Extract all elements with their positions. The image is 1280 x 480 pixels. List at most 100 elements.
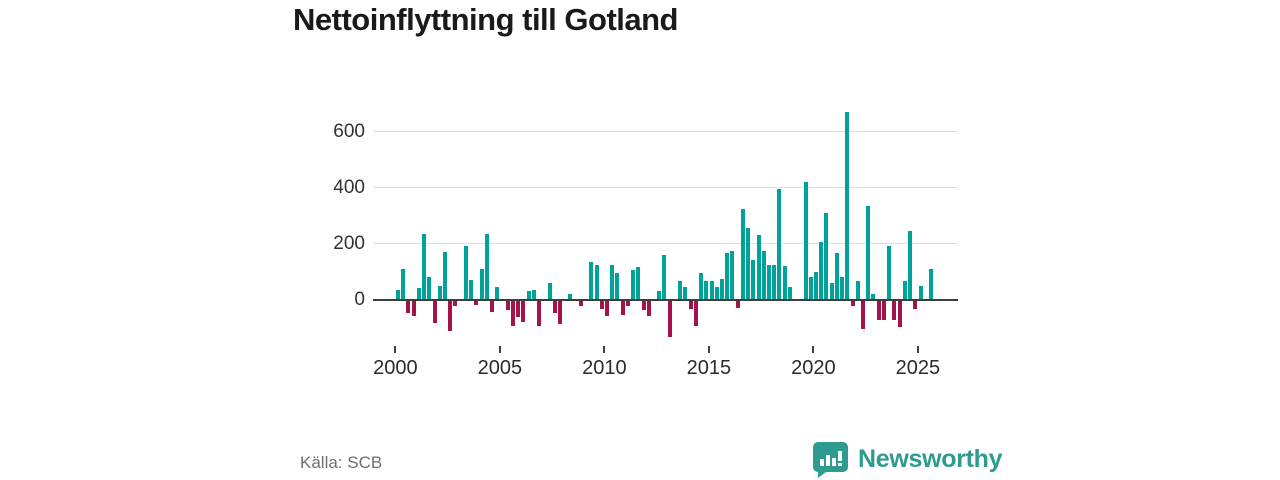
bar xyxy=(678,281,683,300)
bar xyxy=(396,289,400,300)
bar xyxy=(463,246,468,300)
bar xyxy=(840,277,845,300)
bar xyxy=(725,253,730,300)
bar xyxy=(819,242,824,300)
bar xyxy=(829,282,834,300)
bar xyxy=(892,300,897,321)
bar xyxy=(756,235,761,300)
gridline xyxy=(373,243,958,244)
bar xyxy=(918,285,923,300)
bar xyxy=(834,253,839,300)
x-tick-mark xyxy=(812,346,815,353)
source-label: Källa: SCB xyxy=(300,453,383,472)
bar xyxy=(636,267,641,300)
bar xyxy=(505,300,510,311)
x-tick-mark xyxy=(707,346,710,353)
bar xyxy=(746,228,751,300)
bar xyxy=(761,250,766,300)
chart-title: Nettoinflyttning till Gotland xyxy=(293,2,679,37)
bar xyxy=(881,300,886,321)
bar xyxy=(928,268,933,300)
bar xyxy=(887,246,892,300)
bar xyxy=(693,300,698,326)
bar xyxy=(610,264,615,300)
bar xyxy=(808,277,813,300)
y-axis-label: 200 xyxy=(333,232,365,254)
bar xyxy=(448,300,453,332)
bar xyxy=(490,300,495,312)
bar xyxy=(688,300,693,309)
bar xyxy=(427,277,432,300)
bar xyxy=(824,212,829,300)
bar xyxy=(406,300,411,314)
bar xyxy=(453,300,458,307)
bar xyxy=(432,300,437,323)
bar xyxy=(787,286,792,300)
bar xyxy=(422,233,427,300)
bar xyxy=(850,300,855,307)
bar xyxy=(699,272,704,300)
bar xyxy=(803,181,808,300)
bar xyxy=(709,281,714,300)
bar xyxy=(740,208,745,300)
bar xyxy=(594,264,599,300)
bar xyxy=(531,289,536,300)
bar xyxy=(719,278,724,300)
x-tick-mark xyxy=(498,346,501,353)
bar xyxy=(416,288,421,300)
gridline xyxy=(373,131,958,132)
newsworthy-logo: Newsworthy xyxy=(812,441,1003,478)
bar xyxy=(589,261,594,300)
bar xyxy=(578,300,583,307)
bar xyxy=(866,205,871,300)
bar xyxy=(735,300,740,308)
y-axis-label: 400 xyxy=(333,176,365,198)
bar xyxy=(547,282,552,300)
bar xyxy=(479,268,484,300)
bar xyxy=(641,300,646,311)
zero-axis-line xyxy=(373,298,958,301)
bar xyxy=(667,300,672,337)
bar xyxy=(714,286,719,300)
bar xyxy=(516,300,521,318)
bar xyxy=(777,188,782,300)
bar xyxy=(443,251,448,300)
bar xyxy=(876,300,881,321)
bar xyxy=(474,300,479,305)
newsworthy-logo-icon xyxy=(813,442,848,478)
bar xyxy=(861,300,866,329)
bar xyxy=(620,300,625,315)
bar xyxy=(521,300,526,322)
bar xyxy=(510,300,515,326)
x-tick-mark xyxy=(394,346,397,353)
bar xyxy=(782,265,787,300)
bar xyxy=(646,300,651,316)
bar xyxy=(484,233,489,300)
bar xyxy=(469,279,474,300)
x-axis-label: 2005 xyxy=(477,357,523,379)
bar xyxy=(437,285,442,300)
bar xyxy=(751,260,756,300)
x-axis-label: 2015 xyxy=(686,357,732,379)
bar xyxy=(766,264,771,300)
bar xyxy=(845,111,850,300)
bar xyxy=(537,300,542,326)
bar xyxy=(683,286,688,300)
x-axis-label: 2010 xyxy=(582,357,627,379)
bar xyxy=(897,300,902,328)
bar xyxy=(657,291,662,300)
bar xyxy=(871,293,876,300)
bar xyxy=(568,293,573,300)
bar xyxy=(605,300,609,316)
y-axis-label: 0 xyxy=(354,288,365,310)
bar xyxy=(814,271,818,300)
gridline xyxy=(373,187,958,188)
newsworthy-logo-text: Newsworthy xyxy=(858,445,1003,473)
bar xyxy=(662,254,667,300)
bar xyxy=(411,300,416,316)
bar xyxy=(704,281,709,300)
bar xyxy=(552,300,557,314)
bar xyxy=(913,300,918,309)
y-axis-label: 600 xyxy=(333,120,365,142)
